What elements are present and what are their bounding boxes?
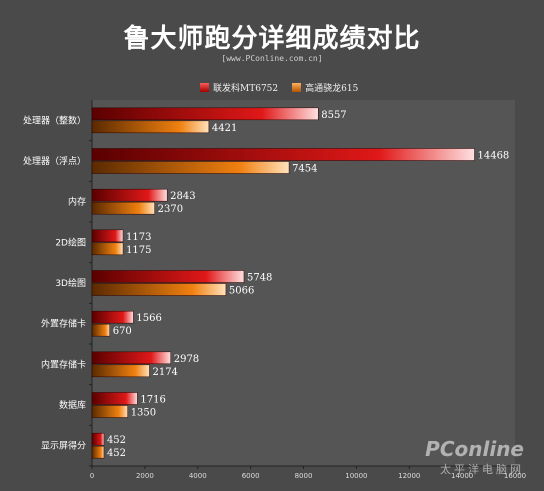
category-label: 数据库 — [59, 399, 86, 411]
data-label: 4421 — [212, 123, 237, 134]
data-label: 1350 — [131, 408, 156, 419]
x-tick-label: 6000 — [242, 472, 260, 480]
category-label: 外置存储卡 — [41, 318, 86, 330]
data-label: 14468 — [477, 151, 509, 162]
category-label: 2D绘图 — [55, 236, 86, 248]
category-label: 处理器（浮点） — [23, 155, 86, 167]
bar — [91, 188, 168, 202]
bar — [91, 351, 171, 365]
data-label: 2370 — [158, 204, 183, 215]
data-label: 5748 — [247, 273, 272, 284]
watermark: PConline 太平洋电脑网 — [425, 437, 524, 477]
data-label: 1175 — [126, 245, 151, 256]
data-label: 452 — [107, 435, 126, 446]
data-label: 2978 — [174, 354, 199, 365]
data-label: 1566 — [136, 313, 161, 324]
category-label: 处理器（整数） — [23, 114, 86, 126]
legend-swatch-series-2 — [292, 82, 302, 92]
bar — [91, 107, 319, 121]
x-tick-label: 10000 — [345, 472, 367, 480]
legend-item-series-2: 高通骁龙615 — [292, 81, 358, 94]
x-tick-label: 16000 — [504, 472, 526, 480]
category-label: 显示屏得分 — [41, 440, 86, 452]
legend-swatch-series-1 — [200, 82, 209, 92]
legend-label-series-2: 高通骁龙615 — [305, 83, 359, 94]
data-label: 1173 — [126, 232, 151, 243]
data-label: 7454 — [292, 164, 317, 175]
data-label: 2174 — [152, 367, 177, 378]
bar — [91, 242, 124, 256]
data-label: 2843 — [170, 191, 195, 202]
category-label: 3D绘图 — [55, 277, 86, 289]
bar — [91, 148, 475, 161]
data-label: 8557 — [321, 110, 346, 121]
bar — [91, 405, 128, 418]
chart-title: 鲁大师跑分详细成绩对比 — [123, 24, 421, 54]
x-tick-label: 8000 — [295, 472, 313, 480]
category-label: 内存 — [68, 196, 86, 208]
legend: 联发科MT6752 高通骁龙615 — [200, 81, 358, 94]
chart-subtitle: [www.PConline.com.cn] — [221, 54, 323, 63]
bar — [91, 432, 105, 446]
x-tick-label: 0 — [90, 472, 94, 480]
bar — [91, 161, 290, 174]
legend-label-series-1: 联发科MT6752 — [213, 83, 279, 94]
watermark-sub: 太平洋电脑网 — [440, 463, 524, 476]
bar — [91, 270, 245, 283]
x-tick-label: 2000 — [136, 472, 154, 480]
bar — [91, 229, 124, 243]
plot-area — [92, 100, 515, 466]
bar — [91, 445, 105, 459]
bar — [91, 283, 227, 296]
data-label: 452 — [107, 448, 126, 459]
bar — [91, 364, 150, 378]
x-tick-label: 4000 — [189, 472, 207, 480]
bar — [91, 310, 134, 324]
data-label: 1716 — [140, 395, 165, 406]
bar — [91, 201, 155, 215]
x-tick-label: 12000 — [398, 472, 420, 480]
bar — [91, 392, 138, 405]
bar — [91, 323, 110, 337]
data-label: 670 — [113, 326, 132, 337]
bar — [91, 120, 210, 134]
watermark-logo: PConline — [425, 437, 524, 461]
category-label: 内置存储卡 — [41, 358, 86, 370]
x-tick-label: 14000 — [451, 472, 473, 480]
data-label: 5066 — [229, 286, 254, 297]
legend-item-series-1: 联发科MT6752 — [200, 81, 278, 94]
